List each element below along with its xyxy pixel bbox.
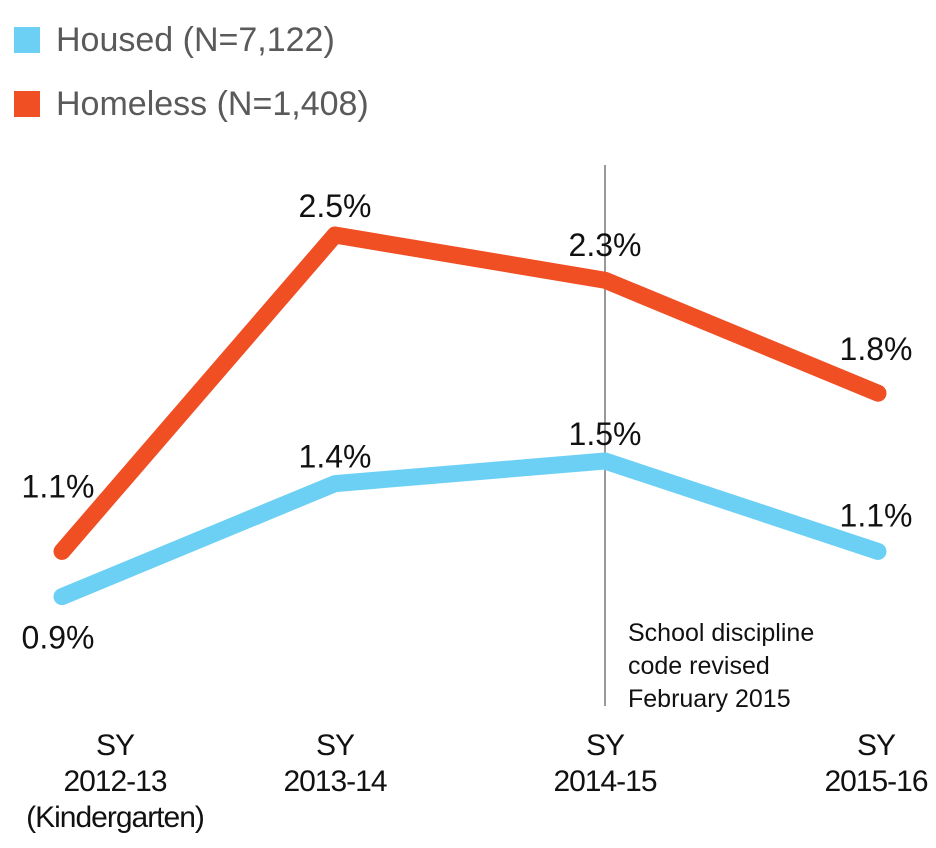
- annotation-text: code revised: [628, 652, 770, 680]
- series-line-homeless: [53, 226, 887, 560]
- legend: Housed (N=7,122) Homeless (N=1,408): [14, 8, 369, 136]
- legend-label-homeless: Homeless (N=1,408): [56, 84, 369, 123]
- data-label: 1.8%: [840, 331, 913, 367]
- x-tick-label: SY: [96, 729, 135, 762]
- x-tick-label: 2015-16: [824, 765, 927, 798]
- x-tick-label: SY: [857, 729, 896, 762]
- x-tick-label: SY: [316, 729, 355, 762]
- data-label: 2.3%: [569, 227, 642, 263]
- annotation-text: February 2015: [628, 685, 791, 713]
- x-tick-label: 2013-14: [283, 765, 386, 798]
- data-label: 1.5%: [569, 416, 642, 452]
- x-tick-label: (Kindergarten): [26, 801, 204, 834]
- x-tick-label: SY: [586, 729, 625, 762]
- data-label: 0.9%: [22, 620, 95, 656]
- data-label: 1.1%: [840, 497, 913, 533]
- series-line-housed: [53, 452, 887, 606]
- x-tick-label: 2014-15: [553, 765, 656, 798]
- x-tick-label: 2012-13: [63, 765, 166, 798]
- data-label: 1.4%: [299, 439, 372, 475]
- legend-item-homeless: Homeless (N=1,408): [14, 72, 369, 136]
- data-label: 1.1%: [22, 468, 95, 504]
- annotation-text: School discipline: [628, 619, 814, 647]
- legend-swatch-housed: [14, 27, 40, 53]
- legend-swatch-homeless: [14, 91, 40, 117]
- data-label: 2.5%: [299, 188, 372, 224]
- legend-item-housed: Housed (N=7,122): [14, 8, 369, 72]
- legend-label-housed: Housed (N=7,122): [56, 20, 335, 59]
